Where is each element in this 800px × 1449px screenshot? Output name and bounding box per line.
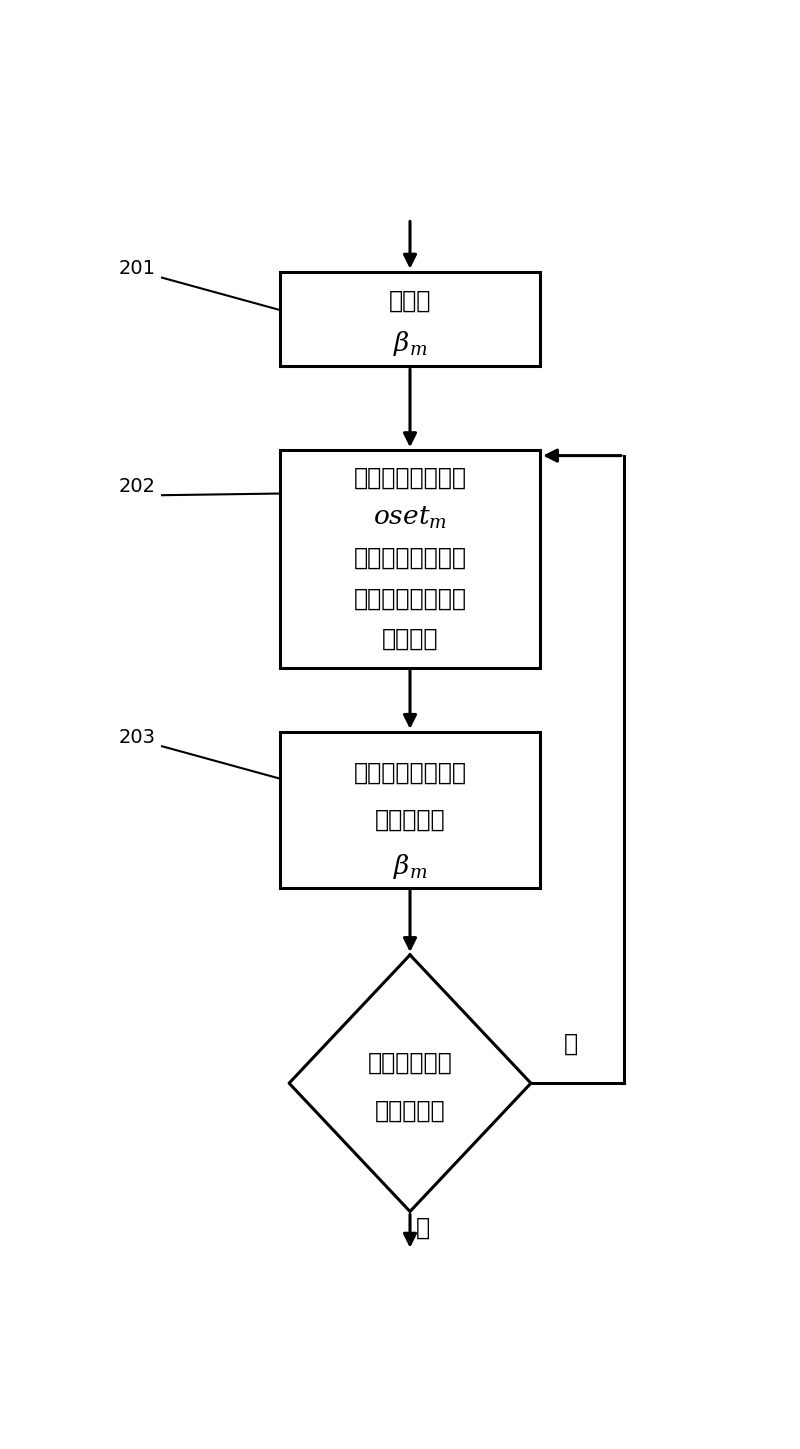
Text: 201: 201 — [119, 259, 156, 278]
Bar — [280, 271, 540, 367]
Text: 的系数参数: 的系数参数 — [374, 809, 446, 832]
Text: 初始化: 初始化 — [389, 288, 431, 313]
Text: $oset_m$: $oset_m$ — [373, 506, 447, 532]
Bar — [280, 732, 540, 888]
Text: 使用当前分类器在: 使用当前分类器在 — [354, 467, 466, 490]
Text: 的循环次数: 的循环次数 — [374, 1100, 446, 1123]
Text: 202: 202 — [119, 477, 156, 496]
Polygon shape — [289, 955, 531, 1211]
Text: $\beta_m$: $\beta_m$ — [393, 329, 427, 358]
Text: 203: 203 — [119, 727, 156, 746]
Text: 位置向量: 位置向量 — [382, 626, 438, 651]
Text: 中的每一张训练图: 中的每一张训练图 — [354, 546, 466, 571]
Text: $\beta_m$: $\beta_m$ — [393, 852, 427, 881]
Bar — [280, 451, 540, 668]
Text: 是: 是 — [415, 1216, 430, 1240]
Text: 训练隐支持矢量机: 训练隐支持矢量机 — [354, 761, 466, 785]
Text: 片中寻找最优部件: 片中寻找最优部件 — [354, 587, 466, 610]
Text: 否: 否 — [564, 1032, 578, 1056]
Text: 是否满足一定: 是否满足一定 — [368, 1051, 452, 1075]
